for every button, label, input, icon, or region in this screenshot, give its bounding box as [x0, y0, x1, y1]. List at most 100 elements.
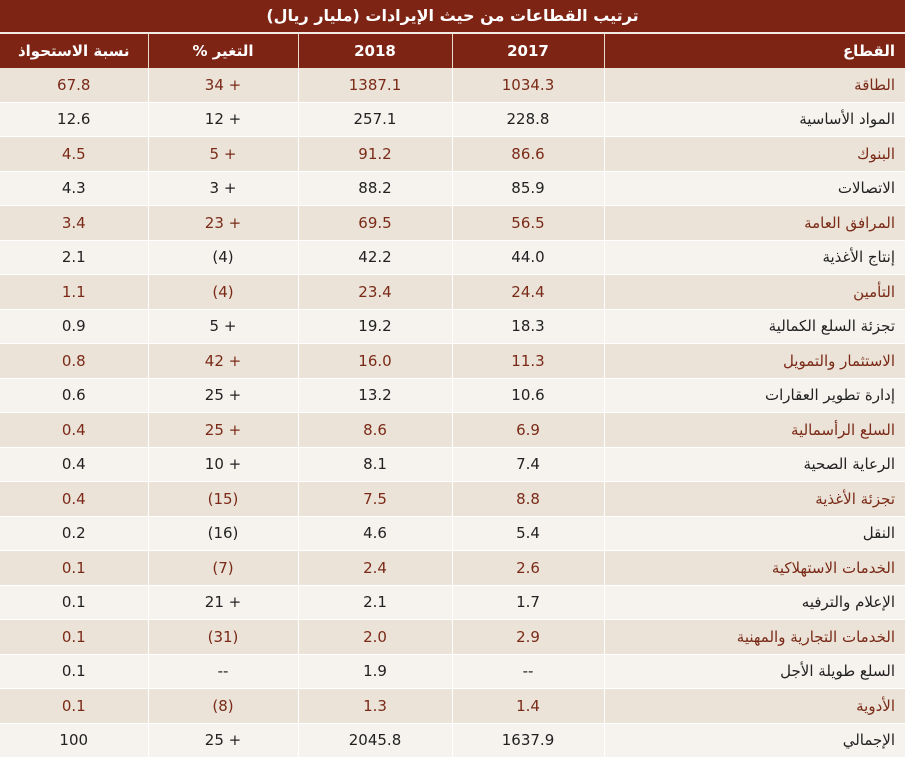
cell-share: 2.1 — [0, 240, 148, 275]
cell-y2017: 2.6 — [451, 550, 604, 586]
cell-y2018: 16.0 — [297, 343, 452, 379]
table-row: السلع طويلة الأجل -- 1.9 -- 0.1 — [0, 654, 905, 689]
cell-sector: الاستثمار والتمويل — [603, 343, 905, 379]
cell-y2018: 23.4 — [297, 274, 452, 310]
cell-y2018: 8.6 — [297, 412, 452, 448]
cell-y2017: 1637.9 — [451, 723, 604, 758]
cell-share: 0.6 — [0, 378, 148, 413]
cell-share: 4.3 — [0, 171, 148, 206]
cell-change: -- — [147, 654, 298, 689]
cell-change: 25 + — [147, 378, 298, 413]
cell-y2018: 88.2 — [297, 171, 452, 206]
cell-y2017: 85.9 — [451, 171, 604, 206]
cell-y2018: 69.5 — [297, 205, 452, 241]
cell-y2018: 8.1 — [297, 447, 452, 482]
cell-y2017: -- — [451, 654, 604, 689]
header-2017: 2017 — [451, 34, 604, 68]
cell-share: 0.4 — [0, 481, 148, 517]
table-row: الخدمات الاستهلاكية 2.6 2.4 (7) 0.1 — [0, 550, 905, 586]
cell-y2017: 18.3 — [451, 309, 604, 344]
cell-change: 42 + — [147, 343, 298, 379]
cell-share: 4.5 — [0, 136, 148, 172]
table-row: تجزئة الأغذية 8.8 7.5 (15) 0.4 — [0, 481, 905, 517]
cell-change: 10 + — [147, 447, 298, 482]
cell-sector: المرافق العامة — [603, 205, 905, 241]
cell-y2018: 2.1 — [297, 585, 452, 620]
cell-y2018: 19.2 — [297, 309, 452, 344]
cell-change: (4) — [147, 240, 298, 275]
table-row: المواد الأساسية 228.8 257.1 12 +12.6 — [0, 102, 905, 137]
cell-y2018: 2.4 — [297, 550, 452, 586]
cell-change: (16) — [147, 516, 298, 551]
cell-y2017: 8.8 — [451, 481, 604, 517]
cell-sector: الخدمات الاستهلاكية — [603, 550, 905, 586]
cell-share: 67.8 — [0, 68, 148, 103]
cell-share: 0.4 — [0, 447, 148, 482]
cell-sector: الطاقة — [603, 68, 905, 103]
cell-change: 21 + — [147, 585, 298, 620]
cell-y2018: 4.6 — [297, 516, 452, 551]
cell-change: (7) — [147, 550, 298, 586]
cell-sector: البنوك — [603, 136, 905, 172]
cell-sector: الرعاية الصحية — [603, 447, 905, 482]
table-row: الطاقة 1034.3 1387.1 34 +67.8 — [0, 68, 905, 103]
cell-sector: الاتصالات — [603, 171, 905, 206]
cell-y2018: 91.2 — [297, 136, 452, 172]
cell-y2018: 13.2 — [297, 378, 452, 413]
cell-y2017: 5.4 — [451, 516, 604, 551]
cell-share: 0.1 — [0, 654, 148, 689]
sector-revenue-table: القطاع 2017 2018 التغير % نسبة الاستحواذ… — [0, 34, 905, 758]
cell-sector: الإجمالي — [603, 723, 905, 758]
cell-y2018: 42.2 — [297, 240, 452, 275]
cell-sector: المواد الأساسية — [603, 102, 905, 137]
cell-sector: الخدمات التجارية والمهنية — [603, 619, 905, 655]
cell-change: 3 + — [147, 171, 298, 206]
table-row: الإجمالي 1637.9 2045.8 25 +100 — [0, 723, 905, 758]
cell-change: 25 + — [147, 723, 298, 758]
cell-y2018: 257.1 — [297, 102, 452, 137]
table-row: الاستثمار والتمويل 11.3 16.0 42 +0.8 — [0, 343, 905, 379]
cell-change: (31) — [147, 619, 298, 655]
table-row: الأدوية 1.4 1.3 (8) 0.1 — [0, 688, 905, 724]
cell-share: 0.2 — [0, 516, 148, 551]
cell-share: 0.1 — [0, 585, 148, 620]
cell-sector: إنتاج الأغذية — [603, 240, 905, 275]
cell-sector: النقل — [603, 516, 905, 551]
header-change: التغير % — [147, 34, 298, 68]
cell-share: 1.1 — [0, 274, 148, 310]
cell-y2017: 56.5 — [451, 205, 604, 241]
table-row: البنوك 86.6 91.2 5 +4.5 — [0, 136, 905, 172]
cell-change: (8) — [147, 688, 298, 724]
cell-change: 12 + — [147, 102, 298, 137]
cell-y2017: 1.4 — [451, 688, 604, 724]
cell-y2017: 228.8 — [451, 102, 604, 137]
cell-share: 3.4 — [0, 205, 148, 241]
table-row: المرافق العامة 56.5 69.5 23 +3.4 — [0, 205, 905, 241]
header-2018: 2018 — [297, 34, 452, 68]
table-row: إنتاج الأغذية 44.0 42.2 (4) 2.1 — [0, 240, 905, 275]
cell-change: 23 + — [147, 205, 298, 241]
cell-sector: السلع الرأسمالية — [603, 412, 905, 448]
cell-sector: السلع طويلة الأجل — [603, 654, 905, 689]
cell-share: 100 — [0, 723, 148, 758]
table-row: الخدمات التجارية والمهنية 2.9 2.0 (31) 0.1 — [0, 619, 905, 655]
cell-sector: التأمين — [603, 274, 905, 310]
cell-y2018: 1387.1 — [297, 68, 452, 103]
table-title: ترتيب القطاعات من حيث الإيرادات (مليار ر… — [0, 0, 905, 34]
cell-sector: الأدوية — [603, 688, 905, 724]
cell-share: 0.9 — [0, 309, 148, 344]
cell-change: 5 + — [147, 309, 298, 344]
table-body: الطاقة 1034.3 1387.1 34 +67.8 المواد الأساسي… — [0, 68, 905, 758]
cell-change: 25 + — [147, 412, 298, 448]
cell-y2018: 1.3 — [297, 688, 452, 724]
cell-share: 0.8 — [0, 343, 148, 379]
cell-y2017: 1.7 — [451, 585, 604, 620]
table-row: الاتصالات 85.9 88.2 3 +4.3 — [0, 171, 905, 206]
cell-change: 5 + — [147, 136, 298, 172]
cell-y2017: 44.0 — [451, 240, 604, 275]
header-share: نسبة الاستحواذ — [0, 34, 148, 68]
cell-change: 34 + — [147, 68, 298, 103]
table-row: الرعاية الصحية 7.4 8.1 10 +0.4 — [0, 447, 905, 482]
cell-y2017: 1034.3 — [451, 68, 604, 103]
